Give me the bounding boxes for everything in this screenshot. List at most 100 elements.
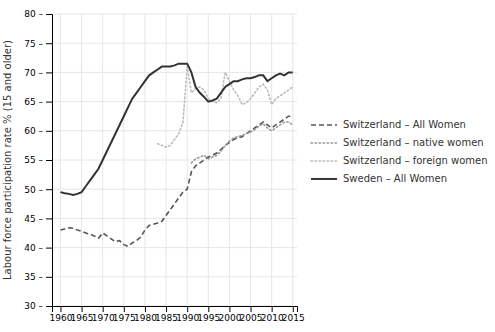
legend-item: Switzerland – foreign women xyxy=(311,155,488,166)
tick: 60 – xyxy=(24,126,52,136)
y-axis-title: Labour force participation rate % (15 an… xyxy=(2,40,13,280)
tick-mark xyxy=(46,189,52,190)
tick: 50 – xyxy=(24,185,52,195)
tick-mark xyxy=(166,306,167,312)
series-line xyxy=(60,64,292,195)
tick-mark xyxy=(251,306,252,312)
series-line xyxy=(191,122,292,163)
grid-line xyxy=(52,247,297,248)
grid-line xyxy=(187,14,188,306)
tick-mark xyxy=(124,306,125,312)
tick-label: 45 – xyxy=(24,214,43,224)
grid-line xyxy=(52,101,297,102)
tick-mark xyxy=(208,306,209,312)
tick-label: 2015 xyxy=(282,313,305,323)
grid-line xyxy=(52,160,297,161)
grid-line xyxy=(60,14,61,306)
grid-line xyxy=(166,14,167,306)
tick: 1990 xyxy=(176,306,199,323)
tick-mark xyxy=(46,218,52,219)
legend-item: Switzerland – native women xyxy=(311,137,484,148)
tick-label: 35 – xyxy=(24,272,43,282)
tick-mark xyxy=(145,306,146,312)
tick: 1995 xyxy=(197,306,220,323)
legend-swatch xyxy=(311,160,337,162)
tick: 1970 xyxy=(92,306,115,323)
tick: 1985 xyxy=(155,306,178,323)
tick: 2010 xyxy=(261,306,284,323)
tick-label: 1965 xyxy=(71,313,94,323)
tick-mark xyxy=(46,14,52,15)
grid-line xyxy=(52,218,297,219)
legend-label: Switzerland – All Women xyxy=(343,119,466,130)
legend-swatch xyxy=(311,124,337,126)
tick-label: 80 – xyxy=(24,9,43,19)
grid xyxy=(52,14,297,306)
lines xyxy=(60,64,292,247)
legend-label: Switzerland – native women xyxy=(343,137,484,148)
x-axis: 1960196519701975198019851990199520002005… xyxy=(49,306,304,323)
tick-label: 1990 xyxy=(176,313,199,323)
grid-line xyxy=(52,14,297,15)
tick: 55 – xyxy=(24,155,52,165)
tick: 35 – xyxy=(24,272,52,282)
tick: 1960 xyxy=(49,306,72,323)
grid-line xyxy=(52,189,297,190)
grid-line xyxy=(81,14,82,306)
tick-mark xyxy=(82,306,83,312)
tick-label: 65 – xyxy=(24,97,43,107)
tick: 2000 xyxy=(218,306,241,323)
tick: 2015 xyxy=(282,306,305,323)
grid-line xyxy=(144,14,145,306)
tick-mark xyxy=(46,248,52,249)
tick: 1980 xyxy=(134,306,157,323)
tick-label: 60 – xyxy=(24,126,43,136)
tick-label: 2005 xyxy=(240,313,263,323)
tick-label: 1985 xyxy=(155,313,178,323)
tick: 75 – xyxy=(24,39,52,49)
tick: 1965 xyxy=(71,306,94,323)
grid-line xyxy=(52,72,297,73)
legend-swatch xyxy=(311,142,337,144)
tick-mark xyxy=(293,306,294,312)
legend-item: Switzerland – All Women xyxy=(311,119,466,130)
tick-mark xyxy=(46,277,52,278)
tick: 45 – xyxy=(24,214,52,224)
tick-label: 55 – xyxy=(24,155,43,165)
tick: 65 – xyxy=(24,97,52,107)
legend-item: Sweden – All Women xyxy=(311,173,447,184)
tick-mark xyxy=(272,306,273,312)
tick-label: 1975 xyxy=(113,313,136,323)
tick: 2005 xyxy=(240,306,263,323)
tick-label: 30 – xyxy=(24,301,43,311)
tick-mark xyxy=(103,306,104,312)
tick-label: 2010 xyxy=(261,313,284,323)
y-axis: 30 –35 –40 –45 –50 –55 –60 –65 –70 –75 –… xyxy=(24,9,52,311)
tick: 30 – xyxy=(24,301,52,311)
tick: 1975 xyxy=(113,306,136,323)
tick-label: 1960 xyxy=(49,313,72,323)
legend: Switzerland – All Women Switzerland – nat… xyxy=(311,119,488,184)
tick-label: 40 – xyxy=(24,243,43,253)
grid-line xyxy=(271,14,272,306)
tick: 40 – xyxy=(24,243,52,253)
tick: 80 – xyxy=(24,9,52,19)
tick-mark xyxy=(229,306,230,312)
grid-line xyxy=(250,14,251,306)
legend-label: Switzerland – foreign women xyxy=(343,155,488,166)
axis-line xyxy=(46,15,53,307)
tick-mark xyxy=(46,43,52,44)
tick-mark xyxy=(46,131,52,132)
tick-mark xyxy=(46,102,52,103)
tick-label: 1995 xyxy=(197,313,220,323)
grid-line xyxy=(123,14,124,306)
tick-mark xyxy=(187,306,188,312)
tick-label: 2000 xyxy=(218,313,241,323)
tick-label: 50 – xyxy=(24,185,43,195)
grid-line xyxy=(52,276,297,277)
tick-mark xyxy=(46,306,52,307)
grid-line xyxy=(208,14,209,306)
grid-line xyxy=(52,43,297,44)
tick-mark xyxy=(46,160,52,161)
legend-swatch xyxy=(311,178,337,180)
